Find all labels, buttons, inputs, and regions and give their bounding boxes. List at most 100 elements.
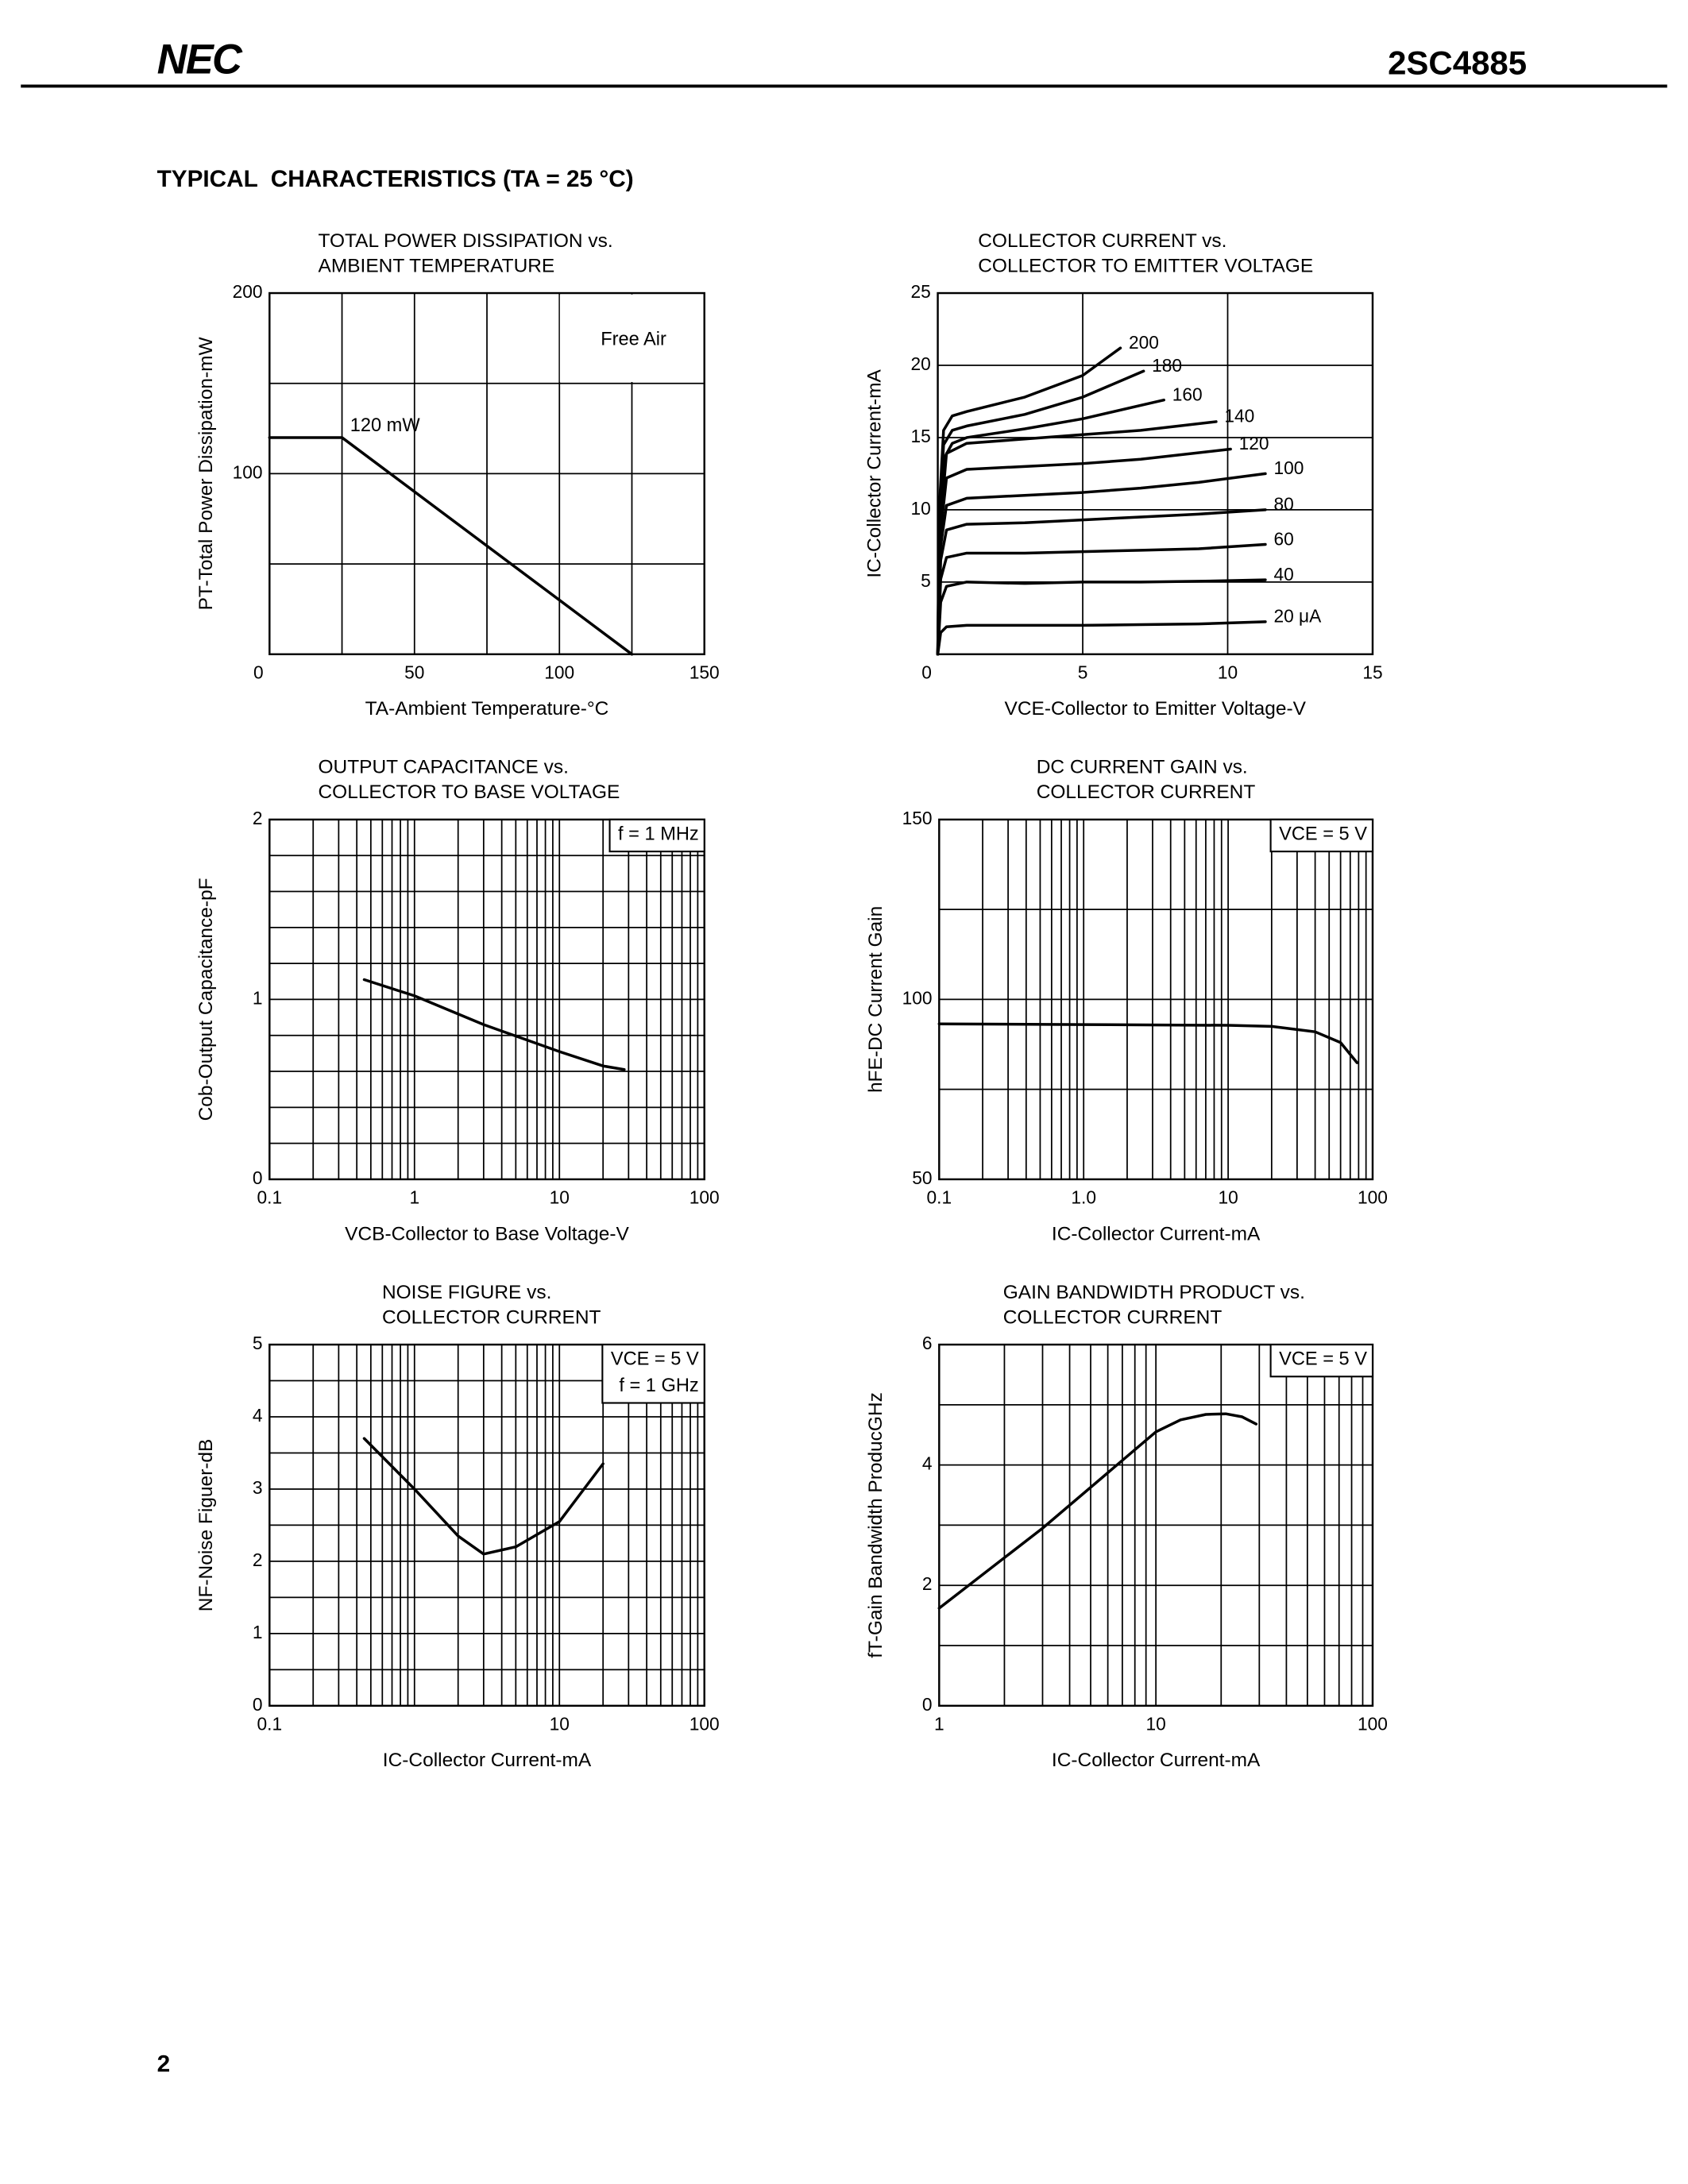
chart-title: DC CURRENT GAIN vs. — [1037, 757, 1248, 778]
curve — [936, 472, 1267, 656]
logo: NEC — [157, 37, 243, 83]
annotation-box — [1269, 818, 1374, 853]
annotation: VCE = 5 V — [1279, 824, 1367, 844]
chart-title: OUTPUT CAPACITANCE vs. — [319, 757, 569, 778]
x-tick-label: 1 — [409, 1187, 419, 1207]
curve — [936, 620, 1267, 656]
x-tick-label: 0 — [253, 662, 264, 682]
annotation: f = 1 MHz — [618, 824, 699, 844]
y-tick-label: 2 — [922, 1573, 933, 1594]
curve — [936, 508, 1267, 656]
x-tick-label: 100 — [1358, 1187, 1388, 1207]
x-tick-label: 50 — [404, 662, 424, 682]
y-tick-label: 100 — [902, 987, 933, 1008]
y-tick-label: 2 — [253, 808, 263, 828]
chart-title: COLLECTOR CURRENT — [1037, 781, 1256, 803]
annotation-box — [601, 1344, 705, 1404]
x-tick-label: 0.1 — [257, 1713, 283, 1734]
curve — [936, 542, 1267, 656]
curve — [936, 346, 1122, 656]
curve — [362, 1437, 605, 1556]
y-tick-label: 0 — [922, 1694, 933, 1715]
y-axis-label: hFE-DC Current Gain — [865, 906, 886, 1093]
x-tick-label: 0 — [921, 662, 932, 682]
x-tick-label: 100 — [689, 1187, 720, 1207]
curve-label: 100 — [1273, 457, 1304, 478]
curve — [937, 1022, 1359, 1064]
y-tick-label: 50 — [912, 1167, 932, 1188]
y-tick-label: 4 — [253, 1405, 263, 1426]
curve-label: 80 — [1273, 494, 1293, 515]
y-tick-label: 3 — [253, 1477, 263, 1498]
annotation: 120 mW — [350, 415, 421, 436]
y-tick-label: 5 — [253, 1333, 263, 1353]
plot-frame — [268, 291, 705, 656]
y-tick-label: 0 — [253, 1167, 263, 1188]
section-title: TYPICAL CHARACTERISTICS (TA = 25 °C) — [157, 166, 634, 192]
chart-title: COLLECTOR CURRENT — [382, 1306, 601, 1328]
y-axis-label: Cob-Output Capacitance-pF — [195, 878, 217, 1121]
chart-title: COLLECTOR TO BASE VOLTAGE — [319, 781, 620, 803]
curve-label: 20 μA — [1273, 606, 1322, 627]
y-axis-label: fT-Gain Bandwidth ProducGHz — [865, 1392, 886, 1658]
curve — [936, 578, 1267, 656]
x-tick-label: 100 — [689, 1713, 720, 1734]
annotation-box — [1269, 1344, 1374, 1378]
y-tick-label: 4 — [922, 1453, 933, 1474]
x-tick-label: 10 — [1146, 1713, 1166, 1734]
annotation-clear — [559, 294, 703, 382]
x-tick-label: 1 — [934, 1713, 944, 1734]
chart-title: NOISE FIGURE vs. — [382, 1282, 551, 1303]
y-tick-label: 10 — [911, 498, 931, 519]
x-axis-label: IC-Collector Current-mA — [1052, 1750, 1261, 1771]
y-tick-label: 150 — [902, 808, 933, 828]
curve — [362, 978, 626, 1071]
y-axis-label: NF-Noise Figuer-dB — [195, 1439, 217, 1612]
x-axis-label: VCE-Collector to Emitter Voltage-V — [1005, 698, 1307, 720]
curve-label: 160 — [1172, 384, 1203, 404]
y-tick-label: 15 — [911, 426, 931, 446]
annotation: f = 1 GHz — [619, 1376, 698, 1396]
curve-label: 200 — [1129, 332, 1159, 353]
x-axis-label: IC-Collector Current-mA — [1052, 1223, 1261, 1244]
chart-title: COLLECTOR CURRENT — [1003, 1306, 1223, 1328]
chart-title: GAIN BANDWIDTH PRODUCT vs. — [1003, 1282, 1305, 1303]
annotation: Free Air — [601, 330, 666, 350]
curve — [268, 436, 634, 656]
x-axis-label: VCB-Collector to Base Voltage-V — [345, 1223, 629, 1244]
chart-title: COLLECTOR TO EMITTER VOLTAGE — [978, 255, 1313, 276]
x-tick-label: 10 — [550, 1713, 570, 1734]
curve — [937, 1412, 1258, 1610]
plot-frame — [937, 291, 1374, 656]
page-number: 2 — [157, 2051, 171, 2078]
y-tick-label: 20 — [911, 353, 931, 374]
plot-frame — [938, 818, 1374, 1181]
y-tick-label: 1 — [253, 987, 263, 1008]
y-tick-label: 25 — [911, 281, 931, 302]
curve — [936, 369, 1145, 656]
y-tick-label: 6 — [922, 1333, 933, 1353]
plot-frame — [268, 1343, 705, 1707]
x-tick-label: 100 — [544, 662, 574, 682]
curve-label: 140 — [1224, 406, 1254, 426]
x-tick-label: 10 — [1218, 662, 1238, 682]
x-tick-label: 10 — [1218, 1187, 1238, 1207]
curve-label: 40 — [1273, 564, 1293, 585]
plot-frame — [268, 818, 705, 1181]
x-axis-label: IC-Collector Current-mA — [383, 1750, 592, 1771]
chart-title: TOTAL POWER DISSIPATION vs. — [319, 230, 613, 252]
annotation: VCE = 5 V — [611, 1349, 699, 1370]
x-tick-label: 15 — [1362, 662, 1382, 682]
x-tick-label: 5 — [1078, 662, 1088, 682]
x-tick-label: 150 — [689, 662, 720, 682]
x-tick-label: 0.1 — [257, 1187, 283, 1207]
x-tick-label: 10 — [550, 1187, 570, 1207]
curve-label: 180 — [1152, 355, 1182, 376]
y-tick-label: 1 — [253, 1622, 263, 1642]
chart-title: AMBIENT TEMPERATURE — [319, 255, 555, 276]
chart-title: COLLECTOR CURRENT vs. — [978, 230, 1226, 252]
y-tick-label: 5 — [921, 570, 931, 591]
plot-frame — [938, 1343, 1374, 1707]
